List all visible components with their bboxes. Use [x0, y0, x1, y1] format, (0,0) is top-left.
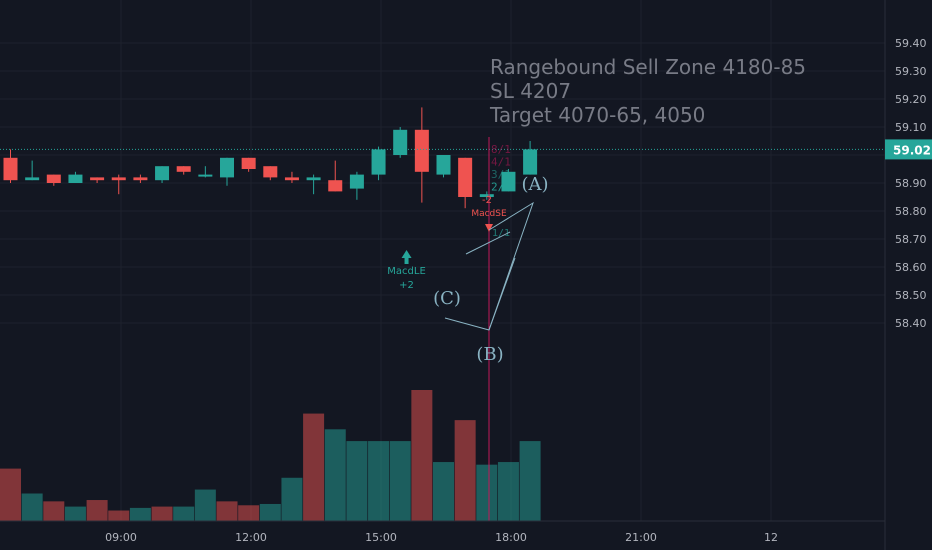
candle-body [3, 157, 18, 181]
long-qty-label: +2 [399, 280, 414, 291]
volume-bar [454, 420, 476, 521]
volume-bar [0, 468, 21, 521]
x-tick-label: 21:00 [625, 531, 657, 544]
candle-body [458, 157, 473, 197]
volume-bar [389, 441, 411, 521]
short-entry-label: MacdSE [471, 209, 507, 219]
candle-body [414, 129, 429, 172]
volume-bar [108, 510, 130, 521]
candle-body [479, 194, 494, 197]
candles [3, 107, 538, 209]
volume-bar [411, 390, 433, 521]
volume-bar [43, 501, 65, 521]
volume-bar [194, 489, 216, 521]
y-tick-label: 59.20 [895, 93, 927, 106]
volume-bar [433, 462, 454, 521]
volume-bar [86, 500, 108, 521]
y-tick-label: 59.10 [895, 121, 927, 134]
candle-body [90, 177, 105, 181]
note-line-1: Rangebound Sell Zone 4180-85 [490, 55, 807, 79]
volume-bars [0, 390, 541, 521]
candle-body [263, 166, 278, 178]
volume-bar [129, 507, 151, 521]
candle-body [220, 157, 234, 178]
short-qty-label: -2 [482, 195, 492, 206]
x-tick-label: 12:00 [235, 531, 267, 544]
y-tick-label: 58.60 [895, 261, 927, 274]
candle-body [198, 174, 213, 177]
candle-body [155, 166, 170, 181]
candle-body [25, 177, 40, 181]
wave-line-secondary [465, 231, 511, 255]
volume-bar [281, 477, 303, 521]
note-line-3: Target 4070-65, 4050 [490, 103, 706, 127]
order-size-label: 3/1 [491, 168, 511, 181]
wave-line-b [488, 257, 516, 331]
candle-body [284, 177, 299, 181]
candle-body [306, 177, 321, 181]
volume-bar [238, 505, 260, 521]
last-price-label: 59.02 [893, 143, 931, 157]
volume-bar [216, 501, 238, 521]
x-tick-label: 18:00 [495, 531, 527, 544]
volume-bar [173, 506, 195, 521]
volume-bar [151, 506, 173, 521]
x-tick-label: 12 [764, 531, 778, 544]
volume-bar [259, 503, 281, 521]
long-entry-label: MacdLE [387, 266, 426, 277]
candle-body [393, 129, 408, 155]
y-tick-label: 59.30 [895, 65, 927, 78]
y-tick-label: 58.50 [895, 289, 927, 302]
order-size-label: 4/1 [491, 156, 511, 169]
y-tick-label: 59.40 [895, 37, 927, 50]
order-size-label: 2/1 [491, 181, 511, 194]
y-tick-label: 58.40 [895, 317, 927, 330]
volume-bar [368, 441, 390, 521]
candle-body [46, 174, 61, 183]
y-tick-label: 58.70 [895, 233, 927, 246]
volume-bar [497, 462, 519, 521]
y-tick-label: 58.80 [895, 205, 927, 218]
candle-body [133, 177, 148, 181]
candle-body [176, 166, 191, 172]
candle-body [371, 149, 386, 175]
wave-line [444, 201, 534, 331]
volume-bar [21, 493, 43, 521]
order-size-label: 8/1 [491, 143, 511, 156]
candle-body [523, 149, 538, 175]
volume-bar [324, 429, 346, 521]
x-tick-label: 15:00 [365, 531, 397, 544]
candle-body [328, 180, 343, 192]
candle-body [68, 174, 83, 183]
order-size-small: 1/1 [492, 228, 510, 239]
wave-label-c: (C) [433, 288, 461, 309]
volume-bar [64, 506, 86, 521]
annotations: 8/14/13/12/1-2 MacdSE 1/1 MacdLE +2 (A) (B) (C) [0, 137, 885, 521]
volume-bar [476, 464, 498, 521]
y-tick-label: 58.90 [895, 177, 927, 190]
last-price-box [885, 139, 932, 160]
volume-bar [303, 413, 325, 521]
candle-body [501, 171, 516, 192]
wave-label-b: (B) [476, 344, 503, 365]
short-arrow [485, 224, 493, 232]
x-tick-label: 09:00 [105, 531, 137, 544]
note-line-2: SL 4207 [490, 79, 572, 103]
wave-label-a: (A) [521, 174, 548, 195]
candle-body [111, 177, 126, 181]
candle-body [436, 155, 451, 175]
volume-bar [346, 441, 368, 521]
candle-body [349, 174, 364, 189]
volume-bar [519, 441, 541, 521]
grid [0, 0, 885, 521]
candle-body [241, 157, 256, 169]
long-arrow [401, 250, 412, 264]
